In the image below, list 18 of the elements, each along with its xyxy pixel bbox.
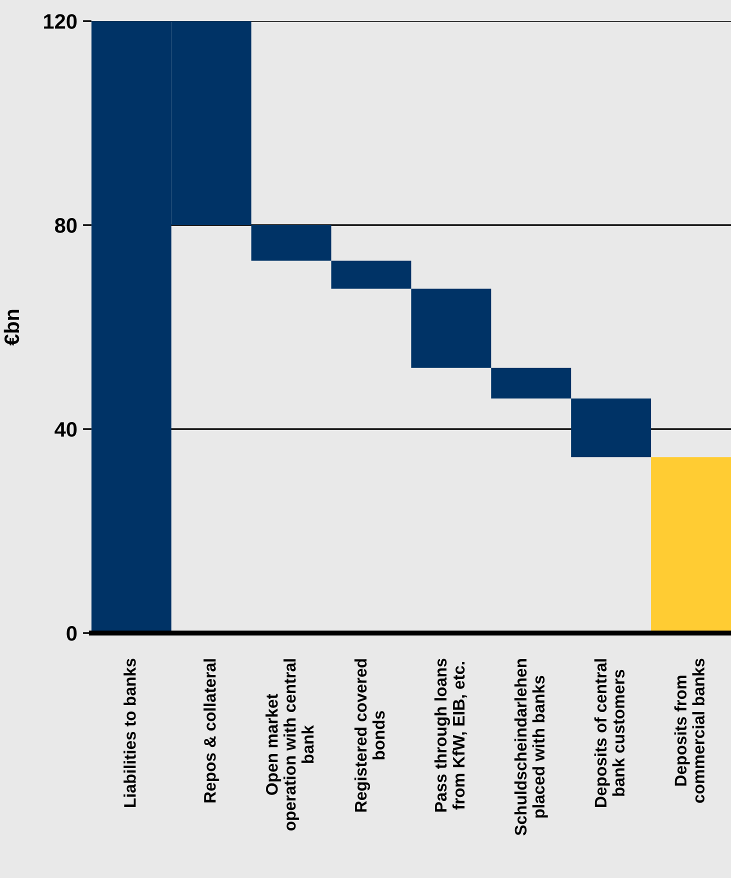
x-tick-label: Deposits from commercial banks [674, 658, 704, 803]
x-tick-label: Open market operation with central bank [266, 659, 314, 831]
y-tick-label: 40 [54, 422, 77, 437]
bar [571, 398, 652, 458]
y-tick-label: 120 [44, 14, 77, 29]
y-tick-label: 0 [66, 626, 77, 641]
bar [331, 260, 412, 289]
x-tick-label: Pass through loans from KfW, EIB, etc. [434, 658, 468, 812]
bar [251, 225, 332, 261]
bar [491, 368, 572, 398]
x-tick-label: Registered covered bonds [354, 659, 385, 812]
bar [411, 288, 492, 368]
x-tick-label: Repos & collateral [204, 659, 220, 802]
y-tick-label: 80 [54, 218, 77, 233]
x-tick-label: Schuldscheindarlehen placed with banks [514, 659, 548, 836]
y-axis-title: €bn [4, 310, 20, 346]
x-tick-label: Liabilities to banks [124, 658, 136, 807]
x-tick-label: Deposits of central bank customers [594, 659, 625, 807]
